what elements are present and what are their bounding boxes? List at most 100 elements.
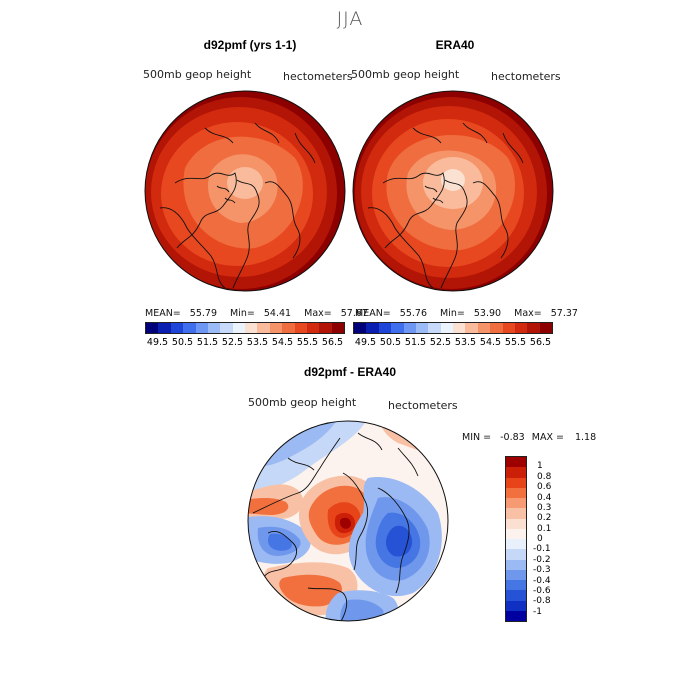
difference-colorbar-swatch — [506, 580, 526, 591]
panel-1-stats: MEAN= 55.79 Min= 54.41 Max= 57.67 — [145, 308, 368, 319]
height-colorbar-2 — [353, 322, 553, 334]
panel-2-title: ERA40 — [435, 38, 475, 52]
height-colorbar-1 — [145, 322, 345, 334]
map-1-coastlines — [159, 122, 316, 289]
height-colorbar-1-label: 56.5 — [321, 337, 344, 348]
height-colorbar-2-swatch — [391, 323, 404, 333]
panel-1-mean-value: 55.79 — [189, 308, 217, 319]
panel-1-max-value: 57.67 — [340, 308, 368, 319]
map-panel-3-difference — [247, 420, 449, 622]
difference-colorbar-swatch — [506, 487, 526, 498]
difference-colorbar-swatch — [506, 457, 526, 468]
panel-2-variable: 500mb geop height — [351, 68, 460, 81]
height-colorbar-1-swatch — [257, 323, 270, 333]
height-colorbar-2-label: 55.5 — [504, 337, 527, 348]
panel-1-mean-label: MEAN= — [145, 308, 181, 319]
height-colorbar-2-swatch — [354, 323, 367, 333]
height-colorbar-2-swatch — [428, 323, 441, 333]
difference-colorbar — [505, 456, 527, 622]
height-colorbar-2-swatch — [440, 323, 453, 333]
figure-title: JJA — [336, 8, 364, 30]
difference-colorbar-swatch — [506, 518, 526, 529]
difference-colorbar-swatch — [506, 528, 526, 539]
height-colorbar-1-labels: 49.5 50.5 51.5 52.5 53.5 54.5 55.5 56.5 — [145, 337, 345, 349]
height-colorbar-2-swatch — [477, 323, 491, 333]
difference-colorbar-labels: 1 0.8 0.6 0.4 0.3 0.2 0.1 0 -0.1 -0.2 -0.3 -0.4 -0.6… — [533, 456, 577, 622]
height-colorbar-1-swatch — [183, 323, 196, 333]
difference-colorbar-swatch — [506, 559, 526, 570]
difference-colorbar-label: -0.1 — [533, 544, 551, 555]
height-colorbar-1-label: 55.5 — [296, 337, 319, 348]
height-colorbar-2-label: 53.5 — [454, 337, 477, 348]
panel-1-min-label: Min= — [230, 308, 255, 319]
difference-colorbar-swatch — [506, 467, 526, 478]
map-panel-1 — [144, 90, 346, 292]
difference-colorbar-label: 0.6 — [537, 482, 552, 493]
height-colorbar-1-label: 53.5 — [246, 337, 269, 348]
height-colorbar-2-label: 56.5 — [529, 337, 552, 348]
panel-3-stats: MIN = -0.83 MAX = 1.18 — [462, 432, 596, 443]
map-2-field-ring-7 — [441, 169, 465, 191]
map-3-boundary — [247, 420, 449, 622]
map-panel-2 — [352, 90, 554, 292]
panel-3-variable: 500mb geop height — [248, 396, 357, 409]
difference-colorbar-swatch — [506, 539, 526, 550]
map-2-coastlines — [367, 122, 524, 289]
panel-2-mean-value: 55.76 — [399, 308, 427, 319]
panel-3-title: d92pmf - ERA40 — [303, 365, 397, 379]
difference-colorbar-label: 0.8 — [537, 471, 552, 482]
panel-3-max-value: 1.18 — [574, 432, 597, 443]
height-colorbar-2-label: 51.5 — [404, 337, 427, 348]
panel-3-max-label: MAX = — [531, 432, 564, 443]
panel-2-mean-label: MEAN= — [355, 308, 391, 319]
height-colorbar-1-swatch — [282, 323, 295, 333]
height-colorbar-1-swatch — [146, 323, 159, 333]
panel-3-units: hectometers — [388, 399, 458, 412]
panel-2-units: hectometers — [491, 70, 561, 83]
difference-colorbar-label: 0.2 — [537, 513, 552, 524]
panel-1-units: hectometers — [283, 70, 353, 83]
difference-colorbar-label: 0.3 — [537, 502, 552, 513]
height-colorbar-2-swatch — [527, 323, 540, 333]
height-colorbar-1-label: 50.5 — [171, 337, 194, 348]
height-colorbar-2-swatch — [465, 323, 478, 333]
height-colorbar-1-swatch — [306, 323, 320, 333]
height-colorbar-2-swatch — [403, 323, 416, 333]
difference-colorbar-swatch — [506, 590, 526, 601]
height-colorbar-1-swatch — [319, 323, 332, 333]
difference-colorbar-swatch — [506, 549, 526, 560]
height-colorbar-2-label: 54.5 — [479, 337, 502, 348]
difference-colorbar-label: -1 — [533, 606, 542, 617]
height-colorbar-1-swatch — [220, 323, 233, 333]
difference-colorbar-label: 1 — [537, 461, 543, 472]
difference-colorbar-label: -0.3 — [533, 565, 551, 576]
difference-colorbar-swatch — [506, 498, 526, 509]
height-colorbar-2-swatch — [539, 323, 552, 333]
height-colorbar-1-swatch — [195, 323, 208, 333]
height-colorbar-1-swatch — [294, 323, 307, 333]
panel-2-min-value: 53.90 — [473, 308, 502, 319]
difference-colorbar-label: -0.2 — [533, 554, 551, 565]
panel-3-min-label: MIN = — [462, 432, 492, 443]
height-colorbar-2-label: 52.5 — [429, 337, 452, 348]
difference-colorbar-swatch — [506, 477, 526, 488]
map-2-boundary — [352, 90, 554, 292]
panel-1-max-label: Max= — [304, 308, 332, 319]
height-colorbar-1-swatch — [269, 323, 283, 333]
height-colorbar-1-label: 54.5 — [271, 337, 294, 348]
height-colorbar-1-swatch — [158, 323, 171, 333]
map-1-boundary — [144, 90, 346, 292]
panel-2-max-value: 57.37 — [550, 308, 578, 319]
difference-colorbar-label: 0.1 — [537, 523, 552, 534]
height-colorbar-2-swatch — [502, 323, 515, 333]
height-colorbar-1-swatch — [331, 323, 344, 333]
panel-1-min-value: 54.41 — [263, 308, 292, 319]
panel-2-min-label: Min= — [440, 308, 465, 319]
difference-colorbar-label: -0.6 — [533, 585, 551, 596]
panel-1-title: d92pmf (yrs 1-1) — [203, 38, 297, 52]
difference-colorbar-label: -0.4 — [533, 575, 551, 586]
height-colorbar-1-swatch — [245, 323, 258, 333]
height-colorbar-1-swatch — [207, 323, 221, 333]
height-colorbar-2-labels: 49.5 50.5 51.5 52.5 53.5 54.5 55.5 56.5 — [353, 337, 553, 349]
panel-2-stats: MEAN= 55.76 Min= 53.90 Max= 57.37 — [355, 308, 578, 319]
